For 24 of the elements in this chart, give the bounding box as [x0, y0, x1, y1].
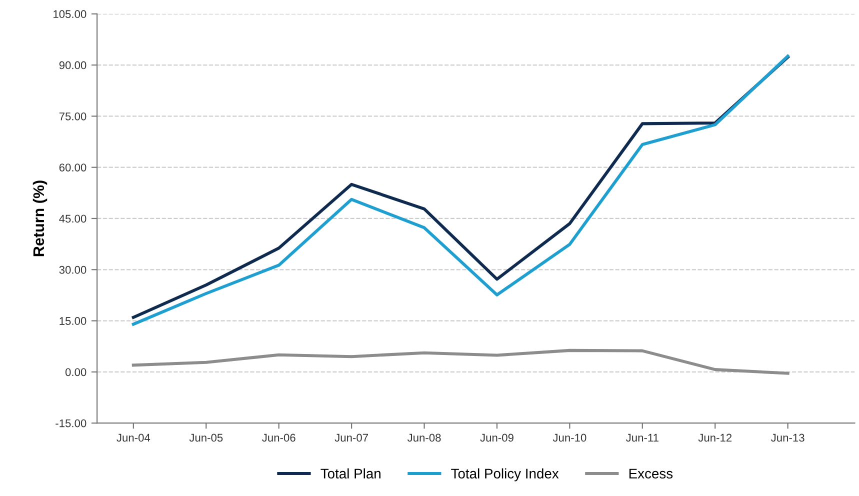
- x-tick-label: Jun-07: [334, 434, 368, 442]
- y-tick-label: 0.00: [65, 368, 86, 376]
- y-tick-label: 15.00: [60, 317, 86, 325]
- x-tick-label: Jun-13: [771, 434, 804, 442]
- legend-label: Total Policy Index: [451, 468, 559, 482]
- x-tick-label: Jun-04: [116, 434, 150, 442]
- y-tick-label: 90.00: [59, 61, 86, 70]
- x-tick-label: Jun-11: [626, 434, 658, 442]
- y-tick-label: 105.00: [54, 10, 86, 18]
- x-tick-label: Jun-06: [262, 434, 296, 442]
- x-tick-label: Jun-10: [552, 434, 586, 442]
- legend-label: Total Plan: [320, 468, 380, 479]
- x-tick-label: Jun-05: [189, 434, 223, 442]
- x-tick-label: Jun-08: [407, 434, 441, 442]
- y-tick-label: 60.00: [59, 164, 86, 172]
- y-tick-label: 75.00: [59, 112, 86, 120]
- y-tick-label: -15.00: [56, 419, 86, 428]
- y-axis-title: Return (%): [32, 180, 48, 256]
- x-tick-label: Jun-12: [698, 434, 732, 442]
- legend-label: Excess: [629, 468, 673, 479]
- line-series: [132, 348, 790, 375]
- y-tick-label: 45.00: [59, 214, 86, 223]
- x-tick-label: Jun-09: [480, 434, 514, 442]
- y-tick-label: 30.00: [59, 266, 86, 274]
